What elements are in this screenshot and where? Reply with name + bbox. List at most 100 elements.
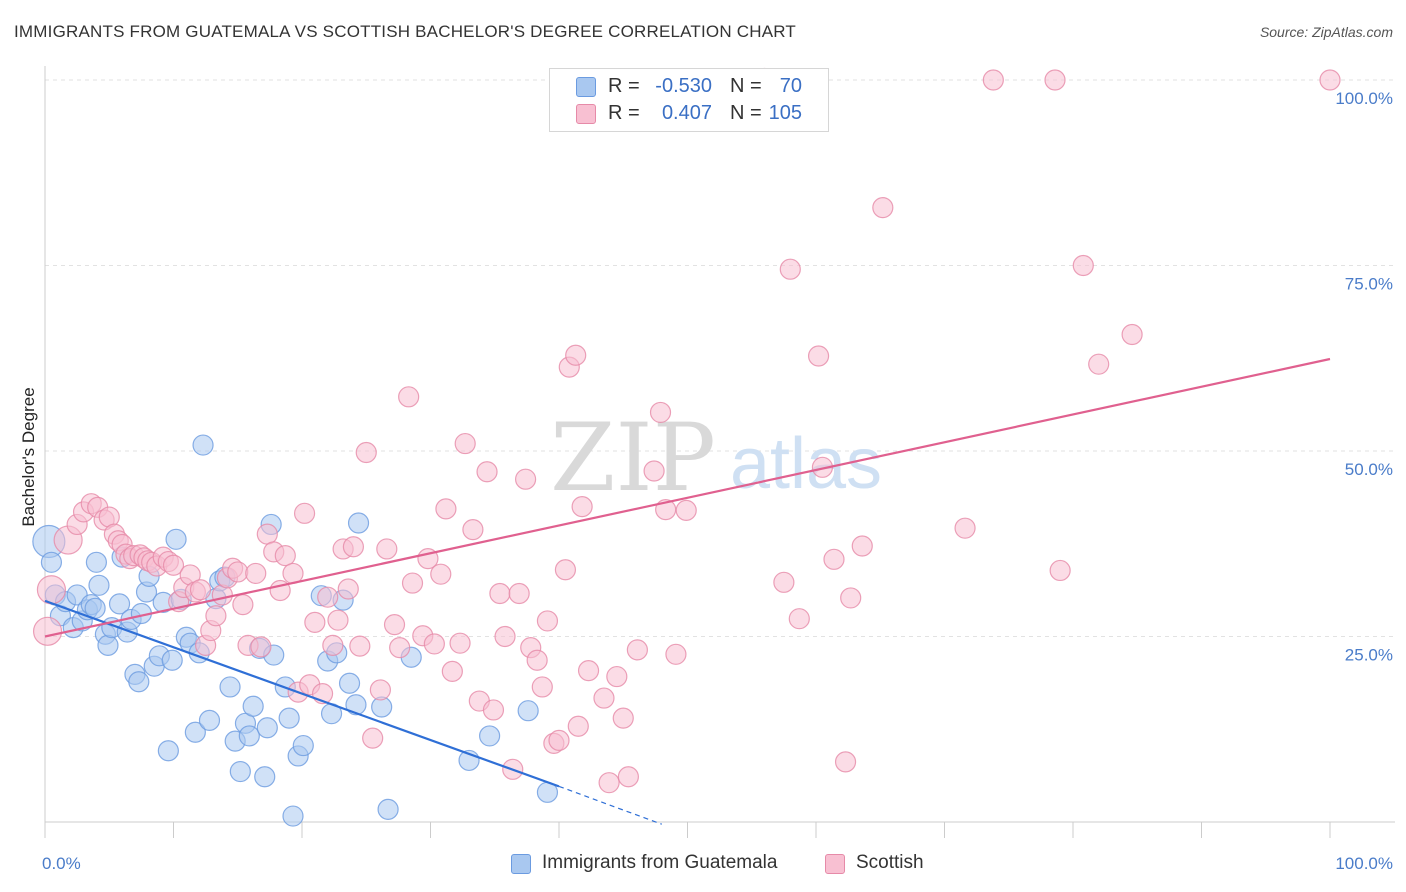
scottish-point <box>536 610 559 632</box>
legend-swatch-scottish <box>576 104 596 124</box>
scottish-point <box>554 559 577 581</box>
scottish-trend-line <box>44 357 1331 638</box>
scottish-point <box>514 468 537 490</box>
scottish-point <box>851 535 873 557</box>
scottish-point <box>626 639 648 661</box>
scottish-point <box>508 582 530 605</box>
guatemala-point <box>292 734 314 757</box>
scottish-point <box>1088 353 1110 375</box>
guatemala-point <box>108 593 131 615</box>
scottish-point <box>665 643 687 665</box>
guatemala-point <box>88 574 110 596</box>
guatemala-point <box>219 676 241 698</box>
bottom-legend-label: Scottish <box>856 852 924 873</box>
scottish-point <box>476 461 498 483</box>
guatemala-point <box>278 707 300 729</box>
scottish-point <box>598 772 620 794</box>
scottish-point <box>612 707 634 729</box>
legend-r-value: -0.530 <box>655 75 712 97</box>
scottish-point <box>349 635 371 657</box>
chart-source: Source: ZipAtlas.com <box>1259 24 1393 40</box>
scottish-point <box>245 562 267 585</box>
scottish-point <box>565 344 587 366</box>
scottish-point <box>449 632 471 654</box>
scottish-point <box>1319 69 1341 91</box>
legend-swatch-guatemala <box>576 77 596 97</box>
scottish-point <box>823 548 845 570</box>
guatemala-point <box>338 672 361 694</box>
scottish-point <box>482 699 505 721</box>
tick-labels: 25.0% 50.0% 75.0% 100.0% 0.0% 100.0% <box>42 89 1393 873</box>
scottish-point <box>1121 323 1143 346</box>
y-axis-label: Bachelor's Degree <box>19 387 38 526</box>
legend-n-value: 105 <box>768 102 802 124</box>
guatemala-point <box>85 551 108 573</box>
scottish-point <box>675 499 697 521</box>
scottish-point <box>232 593 254 616</box>
guatemala-point <box>165 528 187 550</box>
scottish-point <box>250 636 272 658</box>
legend-row-guatemala: R = -0.530 N = 70 <box>550 73 828 99</box>
scottish-point <box>643 460 665 482</box>
legend-row-scottish: R = 0.407 N = 105 <box>550 100 828 126</box>
scottish-point <box>227 561 249 583</box>
scottish-point <box>593 687 615 709</box>
watermark-atlas: atlas <box>730 424 882 504</box>
scottish-point <box>807 345 830 367</box>
scottish-point <box>489 582 511 605</box>
scottish-point <box>577 660 600 682</box>
scottish-point <box>779 258 801 280</box>
guatemala-point <box>256 717 278 739</box>
scottish-point <box>548 729 570 751</box>
watermark-zip: ZIP <box>550 404 716 513</box>
scottish-point <box>189 579 212 601</box>
scottish-point <box>256 523 278 545</box>
guatemala-point <box>161 649 183 671</box>
scottish-point <box>773 571 795 593</box>
scottish-point <box>526 649 548 671</box>
guatemala-point <box>377 798 399 820</box>
trend-lines <box>44 357 1331 825</box>
scottish-point <box>462 519 484 541</box>
scottish-point <box>423 633 445 655</box>
scottish-point <box>571 496 593 518</box>
scottish-point <box>162 554 185 576</box>
guatemala-point <box>238 725 260 747</box>
legend-n-label: N = <box>730 102 762 124</box>
scottish-point <box>872 197 894 219</box>
scottish-point <box>617 766 639 788</box>
scottish-point <box>1049 559 1071 582</box>
guatemala-point <box>229 760 251 783</box>
scottish-point <box>1044 69 1066 91</box>
scottish-point <box>454 432 476 455</box>
scottish-point <box>430 563 452 585</box>
scottish-point <box>840 587 862 609</box>
scottish-point <box>337 578 359 600</box>
guatemala-point <box>517 700 539 722</box>
legend-n-value: 70 <box>779 75 802 97</box>
scottish-point <box>205 605 227 627</box>
bottom-legend-swatch-scottish <box>825 854 845 874</box>
legend: R = -0.530 N = 70 R = 0.407 N = 105 <box>549 68 829 132</box>
scottish-point <box>36 575 67 605</box>
scottish-point <box>317 586 339 608</box>
scottish-point <box>376 538 398 560</box>
scottish-point <box>383 614 406 636</box>
scottish-point <box>32 616 63 646</box>
scottish-point <box>355 441 377 464</box>
guatemala-point <box>479 725 501 747</box>
guatemala-point <box>184 721 206 743</box>
scottish-point <box>567 715 589 737</box>
bottom-legend-swatch-guatemala <box>511 854 531 874</box>
axes <box>44 66 1395 838</box>
scottish-point <box>788 608 810 630</box>
scottish-point <box>435 498 457 520</box>
chart-title: IMMIGRANTS FROM GUATEMALA VS SCOTTISH BA… <box>14 22 796 41</box>
scottish-point <box>304 611 326 634</box>
x-tick-label: 0.0% <box>42 854 81 873</box>
scottish-point <box>494 625 516 648</box>
legend-n-label: N = <box>730 75 762 97</box>
scottish-point <box>649 401 672 424</box>
legend-r-value: 0.407 <box>661 102 712 124</box>
